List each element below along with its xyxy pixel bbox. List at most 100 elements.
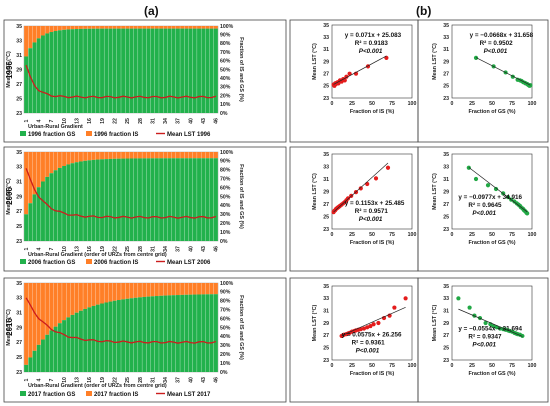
x-tick-label: 10 (62, 118, 68, 124)
trend-line (468, 167, 528, 213)
panel-b-heading: (b) (416, 4, 431, 18)
x-tick-label: 0 (451, 363, 454, 369)
x-axis-title: Urban-Rural Gradient (order of URZs from… (28, 252, 167, 258)
legend-label-gs: 1996 fraction GS (28, 132, 75, 138)
scatter-chart-b1996is: 23 25 27 29 31 33 35 0 25 50 75 100 Mean LST (°C) Fra… (289, 19, 419, 143)
x-tick-label: 31 (150, 246, 156, 252)
x-tick-label: 100 (528, 101, 537, 107)
x-tick-label: 4 (37, 378, 43, 381)
x-tick-label: 50 (489, 363, 495, 369)
bar-is (125, 152, 130, 159)
bar-is (171, 152, 176, 159)
right-tick-label: 20% (220, 352, 231, 358)
bar-gs (108, 158, 113, 241)
x-tick-label: 37 (176, 377, 182, 383)
bar-is (49, 152, 54, 174)
r-squared-label: R² = 0.9347 (468, 333, 502, 340)
bar-gs (116, 28, 121, 114)
bar-gs (171, 295, 176, 372)
x-tick-label: 75 (509, 363, 515, 369)
x-tick-label: 13 (75, 246, 81, 252)
legend-label-lst: Mean LST 1996 (167, 132, 211, 138)
bar-gs (167, 158, 172, 241)
bar-gs (28, 357, 33, 372)
bar-is (150, 152, 155, 159)
bar-gs (188, 28, 193, 114)
y-axis-title: Mean LST (°C) (432, 43, 438, 80)
x-tick-label: 25 (349, 363, 355, 369)
bar-gs (83, 28, 88, 113)
bar-is (197, 152, 201, 159)
right-tick-label: 80% (220, 299, 231, 305)
bar-is (100, 283, 104, 304)
plot-area (451, 153, 533, 230)
bar-gs (121, 299, 126, 372)
regression-equation: y = 0.1153x + 25.485 (345, 200, 405, 207)
y-tick-label: 27 (443, 333, 449, 339)
left-tick-label: 29 (16, 67, 22, 73)
bar-is (133, 152, 138, 159)
bar-is (180, 152, 185, 159)
bar-chart-1996: 1996 23 25 27 29 31 33 35 0% 10% 20% 30% 40% 50% 60% 70… (3, 19, 287, 143)
y-tick-label: 33 (323, 35, 329, 41)
x-tick-label: 100 (528, 232, 537, 238)
bar-gs (129, 158, 134, 241)
bar-gs (213, 28, 218, 114)
bar-is (70, 152, 75, 164)
data-point (371, 322, 376, 327)
bar-is (104, 26, 109, 29)
left-tick-label: 35 (16, 281, 22, 287)
bar-gs (57, 30, 62, 114)
bar-is (36, 26, 41, 39)
bar-gs (83, 160, 88, 241)
left-axis-title: Mean LST (°C) (6, 178, 12, 215)
regression-equation: y = 0.0575x + 26.256 (342, 331, 402, 338)
data-point (467, 305, 472, 310)
x-tick-label: 100 (408, 232, 417, 238)
bar-gs (112, 300, 117, 372)
trend-line (341, 306, 406, 336)
bar-gs (49, 330, 54, 372)
bar-is (188, 283, 193, 295)
bar-gs (66, 29, 71, 113)
bar-gs (175, 295, 180, 372)
bar-is (66, 26, 71, 30)
bar-is (213, 26, 218, 29)
right-axis-title: Fraction of IS and GS (%) (238, 37, 244, 102)
right-tick-label: 40% (220, 334, 231, 340)
bar-is (87, 283, 92, 308)
bar-gs (62, 29, 67, 114)
x-tick-label: 22 (112, 118, 118, 124)
x-tick-label: 1 (24, 247, 30, 250)
y-tick-label: 29 (323, 59, 329, 65)
y-tick-label: 31 (323, 177, 329, 183)
bar-gs (146, 158, 151, 241)
x-tick-label: 50 (369, 363, 375, 369)
left-tick-label: 23 (16, 239, 22, 245)
bar-gs (197, 158, 201, 241)
x-tick-label: 43 (201, 377, 207, 383)
legend-swatch-is (86, 391, 92, 396)
bar-gs (159, 28, 164, 113)
right-tick-label: 80% (220, 168, 231, 174)
bar-is (83, 152, 88, 161)
x-tick-label: 0 (331, 232, 334, 238)
bar-gs (95, 28, 100, 113)
bar-is (91, 152, 96, 160)
bar-is (112, 152, 117, 159)
right-tick-label: 10% (220, 361, 231, 367)
regression-equation: y = −0.0977x + 34.916 (458, 194, 522, 201)
x-tick-label: 19 (100, 246, 106, 252)
right-tick-label: 30% (220, 85, 231, 91)
bar-gs (201, 158, 206, 241)
bar-gs (180, 158, 185, 241)
bar-gs (150, 28, 155, 114)
bar-gs (125, 158, 130, 241)
bar-is (180, 26, 185, 29)
x-tick-label: 75 (509, 101, 515, 107)
legend-label-is: 2006 fraction IS (94, 260, 138, 266)
bar-gs (112, 158, 117, 241)
bar-gs (188, 294, 193, 372)
bar-gs (53, 326, 58, 372)
x-tick-label: 40 (188, 377, 194, 383)
